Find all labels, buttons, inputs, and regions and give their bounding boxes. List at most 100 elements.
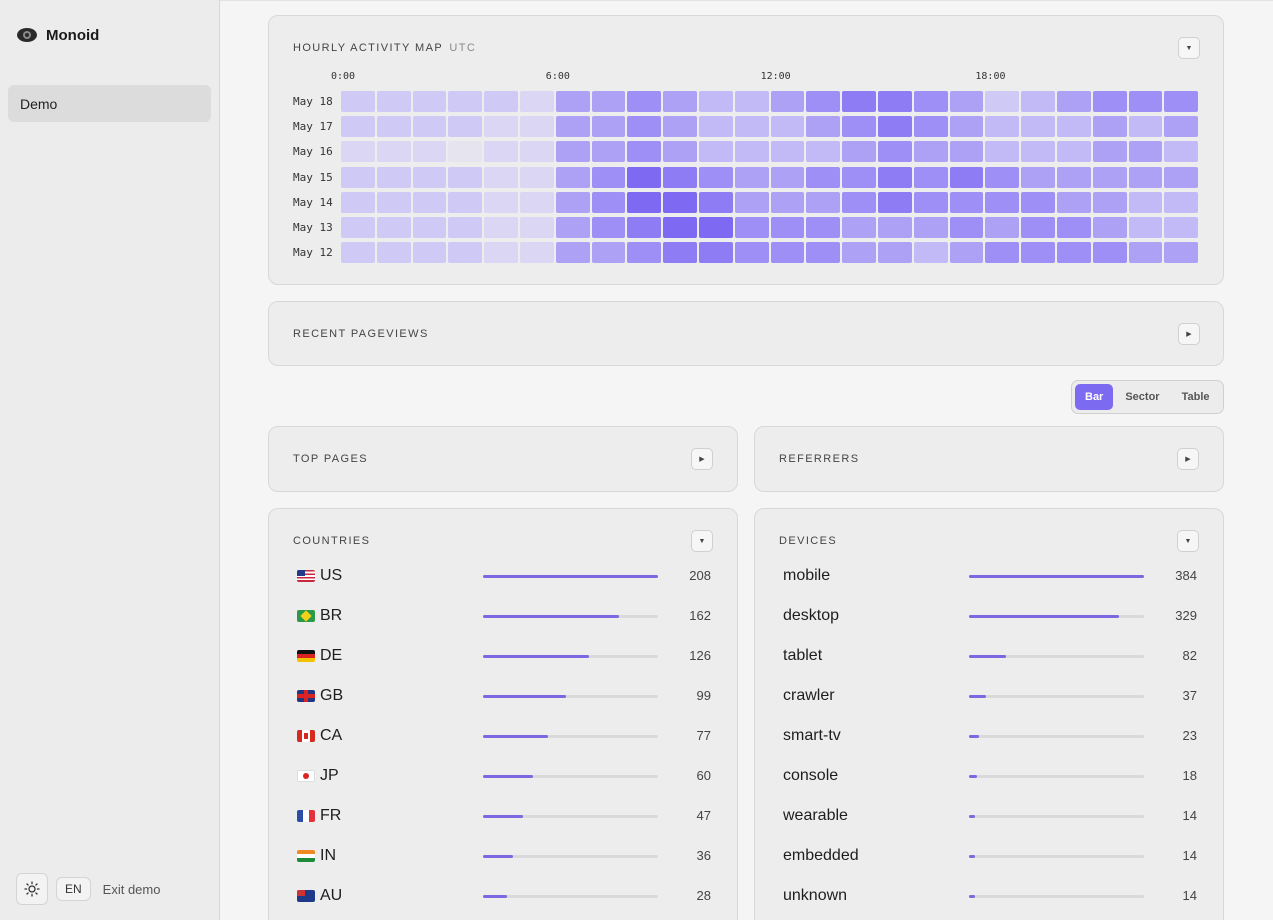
- heatmap-cell[interactable]: [1164, 217, 1199, 239]
- heatmap-cell[interactable]: [1128, 116, 1163, 138]
- list-item[interactable]: DE 126: [293, 643, 711, 683]
- heatmap-cell[interactable]: [806, 91, 841, 113]
- heatmap-cell[interactable]: [1128, 191, 1163, 213]
- heatmap-cell[interactable]: [1164, 141, 1199, 163]
- heatmap-cell[interactable]: [591, 116, 626, 138]
- heatmap-cell[interactable]: [734, 166, 769, 188]
- heatmap-cell[interactable]: [376, 166, 411, 188]
- heatmap-cell[interactable]: [1021, 242, 1055, 264]
- exit-demo-link[interactable]: Exit demo: [102, 881, 161, 897]
- heatmap-cell[interactable]: [1021, 191, 1055, 213]
- heatmap-cell[interactable]: [842, 191, 876, 213]
- heatmap-cell[interactable]: [412, 141, 447, 163]
- heatmap-cell[interactable]: [913, 166, 948, 188]
- heatmap-cell[interactable]: [555, 91, 590, 113]
- heatmap-cell[interactable]: [412, 116, 447, 138]
- heatmap-cell[interactable]: [842, 141, 876, 163]
- heatmap-cell[interactable]: [627, 116, 662, 138]
- collapse-toggle-button[interactable]: ▼: [1177, 530, 1199, 552]
- heatmap-cell[interactable]: [663, 141, 697, 163]
- heatmap-cell[interactable]: [1056, 217, 1091, 239]
- heatmap-cell[interactable]: [806, 242, 841, 264]
- heatmap-cell[interactable]: [376, 191, 411, 213]
- heatmap-cell[interactable]: [519, 166, 554, 188]
- heatmap-cell[interactable]: [1056, 242, 1091, 264]
- heatmap-cell[interactable]: [698, 141, 733, 163]
- heatmap-cell[interactable]: [734, 141, 769, 163]
- heatmap-cell[interactable]: [1021, 217, 1055, 239]
- heatmap-cell[interactable]: [1128, 217, 1163, 239]
- heatmap-cell[interactable]: [734, 217, 769, 239]
- list-item[interactable]: IN 36: [293, 843, 711, 883]
- heatmap-cell[interactable]: [412, 191, 447, 213]
- heatmap-cell[interactable]: [555, 166, 590, 188]
- heatmap-cell[interactable]: [913, 141, 948, 163]
- heatmap-cell[interactable]: [877, 217, 912, 239]
- heatmap-cell[interactable]: [341, 141, 375, 163]
- heatmap-cell[interactable]: [1056, 141, 1091, 163]
- heatmap-cell[interactable]: [627, 91, 662, 113]
- heatmap-cell[interactable]: [341, 166, 375, 188]
- heatmap-cell[interactable]: [985, 141, 1020, 163]
- view-table-button[interactable]: Table: [1181, 391, 1210, 403]
- heatmap-cell[interactable]: [555, 191, 590, 213]
- heatmap-cell[interactable]: [448, 242, 483, 264]
- heatmap-cell[interactable]: [484, 141, 518, 163]
- list-item[interactable]: BR 162: [293, 603, 711, 643]
- heatmap-cell[interactable]: [770, 242, 805, 264]
- heatmap-cell[interactable]: [842, 91, 876, 113]
- referrers-card[interactable]: REFERRERS ▶: [754, 426, 1224, 492]
- heatmap-cell[interactable]: [734, 242, 769, 264]
- heatmap-cell[interactable]: [1056, 116, 1091, 138]
- list-item[interactable]: JP 60: [293, 763, 711, 803]
- heatmap-cell[interactable]: [484, 91, 518, 113]
- heatmap-cell[interactable]: [842, 166, 876, 188]
- heatmap-cell[interactable]: [376, 91, 411, 113]
- heatmap-cell[interactable]: [448, 91, 483, 113]
- heatmap-cell[interactable]: [1092, 217, 1127, 239]
- list-item[interactable]: US 208: [293, 563, 711, 603]
- heatmap-cell[interactable]: [484, 166, 518, 188]
- heatmap-cell[interactable]: [1164, 191, 1199, 213]
- heatmap-cell[interactable]: [949, 116, 984, 138]
- heatmap-cell[interactable]: [448, 217, 483, 239]
- list-item[interactable]: GB 99: [293, 683, 711, 723]
- heatmap-cell[interactable]: [484, 191, 518, 213]
- heatmap-cell[interactable]: [985, 217, 1020, 239]
- heatmap-cell[interactable]: [913, 191, 948, 213]
- heatmap-cell[interactable]: [877, 166, 912, 188]
- heatmap-cell[interactable]: [448, 116, 483, 138]
- heatmap-cell[interactable]: [412, 242, 447, 264]
- heatmap-cell[interactable]: [484, 242, 518, 264]
- collapse-toggle-button[interactable]: ▼: [691, 530, 713, 552]
- heatmap-cell[interactable]: [1056, 191, 1091, 213]
- heatmap-cell[interactable]: [1092, 191, 1127, 213]
- heatmap-cell[interactable]: [913, 91, 948, 113]
- heatmap-cell[interactable]: [1021, 91, 1055, 113]
- heatmap-cell[interactable]: [842, 217, 876, 239]
- heatmap-cell[interactable]: [627, 141, 662, 163]
- heatmap-cell[interactable]: [555, 116, 590, 138]
- heatmap-cell[interactable]: [1092, 141, 1127, 163]
- heatmap-cell[interactable]: [412, 166, 447, 188]
- heatmap-cell[interactable]: [806, 191, 841, 213]
- heatmap-cell[interactable]: [519, 191, 554, 213]
- theme-toggle-button[interactable]: [16, 873, 48, 905]
- list-item[interactable]: wearable 14: [779, 803, 1197, 843]
- heatmap-cell[interactable]: [949, 91, 984, 113]
- heatmap-cell[interactable]: [1021, 166, 1055, 188]
- heatmap-cell[interactable]: [734, 91, 769, 113]
- heatmap-cell[interactable]: [1092, 242, 1127, 264]
- heatmap-cell[interactable]: [734, 191, 769, 213]
- heatmap-cell[interactable]: [1092, 166, 1127, 188]
- heatmap-cell[interactable]: [519, 217, 554, 239]
- heatmap-cell[interactable]: [1056, 91, 1091, 113]
- heatmap-cell[interactable]: [341, 91, 375, 113]
- list-item[interactable]: CA 77: [293, 723, 711, 763]
- heatmap-cell[interactable]: [806, 141, 841, 163]
- heatmap-cell[interactable]: [698, 166, 733, 188]
- heatmap-cell[interactable]: [519, 116, 554, 138]
- list-item[interactable]: console 18: [779, 763, 1197, 803]
- view-sector-button[interactable]: Sector: [1125, 391, 1160, 403]
- list-item[interactable]: tablet 82: [779, 643, 1197, 683]
